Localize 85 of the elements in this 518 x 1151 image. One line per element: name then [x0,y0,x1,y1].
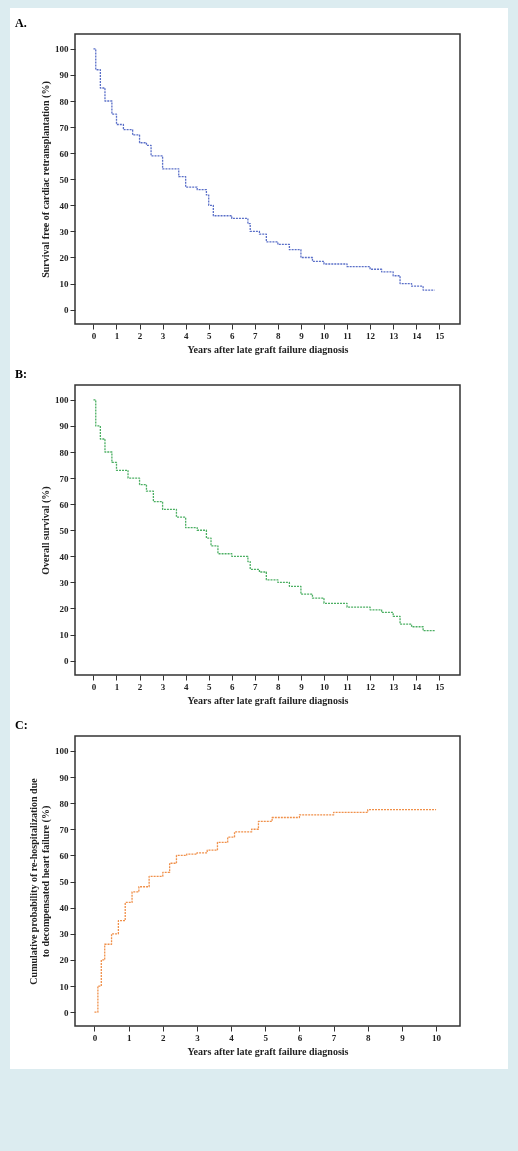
y-axis-title: Overall survival (%) [40,486,52,575]
y-tick-label: 60 [59,499,69,510]
x-tick-label: 15 [435,330,445,341]
x-tick-label: 10 [319,681,330,692]
x-tick-label: 7 [253,681,259,692]
x-tick-label: 15 [435,681,445,692]
y-axis-title: Cumulative probability of re-hospitalization due to decompensated heart failure (%) [28,777,52,985]
y-tick-label: 100 [55,746,69,757]
y-tick-label: 0 [64,656,69,667]
x-tick-label: 11 [343,330,353,341]
x-tick-label: 4 [183,330,189,341]
x-tick-label: 9 [400,1032,406,1043]
x-tick-label: 4 [229,1032,235,1043]
y-tick-label: 50 [59,877,69,888]
y-tick-label: 30 [59,929,69,940]
x-tick-label: 13 [389,330,399,341]
y-tick-label: 40 [59,551,69,562]
y-tick-label: 70 [59,122,69,133]
y-tick-label: 60 [59,850,69,861]
x-tick-label: 12 [366,330,376,341]
y-tick-label: 80 [59,798,69,809]
x-tick-label: 14 [412,330,422,341]
y-axis-title: Survival free of cardiac retransplantation (%) [40,81,52,278]
x-tick-label: 0 [91,330,97,341]
x-tick-label: 0 [91,681,97,692]
y-tick-label: 90 [59,421,69,432]
y-tick-label: 80 [59,96,69,107]
x-tick-label: 11 [343,681,353,692]
x-tick-label: 12 [366,681,376,692]
y-tick-label: 100 [55,395,69,406]
x-tick-label: 5 [206,330,212,341]
x-tick-label: 14 [412,681,422,692]
x-tick-label: 3 [160,681,166,692]
y-tick-label: 0 [64,1007,69,1018]
x-tick-label: 6 [230,681,236,692]
x-tick-label: 8 [276,681,282,692]
y-tick-label: 100 [55,44,69,55]
x-tick-label: 2 [137,681,143,692]
y-tick-label: 20 [59,955,69,966]
y-tick-label: 40 [59,903,69,914]
x-axis-title: Years after late graft failure diagnosis [187,1045,349,1057]
y-tick-label: 90 [59,70,69,81]
y-tick-label: 30 [59,577,69,588]
y-tick-label: 20 [59,604,69,614]
x-tick-label: 5 [206,681,212,692]
y-tick-label: 10 [59,630,69,641]
y-tick-label: 10 [59,981,69,992]
x-tick-label: 10 [319,330,330,341]
x-tick-label: 4 [183,681,189,692]
x-tick-label: 3 [195,1032,201,1043]
x-tick-label: 0 [92,1032,98,1043]
y-tick-label: 60 [59,148,69,159]
y-tick-label: 80 [59,447,69,458]
x-tick-label: 1 [114,681,120,692]
x-tick-label: 5 [263,1032,269,1043]
x-tick-label: 1 [114,330,120,341]
x-tick-label: 8 [366,1032,372,1043]
chart-title: B: [15,367,27,381]
x-tick-label: 2 [161,1032,167,1043]
y-tick-label: 20 [59,253,69,263]
chart-title: C: [15,718,28,732]
x-tick-label: 1 [126,1032,132,1043]
y-tick-label: 50 [59,174,69,185]
y-tick-label: 10 [59,279,69,290]
x-tick-label: 7 [253,330,259,341]
x-tick-label: 2 [137,330,143,341]
y-tick-label: 0 [64,305,69,316]
chart-title: A. [15,16,27,30]
y-tick-label: 90 [59,772,69,783]
x-axis-title: Years after late graft failure diagnosis [187,694,349,706]
x-tick-label: 9 [299,330,305,341]
x-tick-label: 13 [389,681,399,692]
x-tick-label: 10 [432,1032,442,1043]
x-tick-label: 6 [297,1032,303,1043]
y-tick-label: 40 [59,200,69,211]
x-tick-label: 6 [230,330,236,341]
y-tick-label: 30 [59,226,69,237]
y-tick-label: 70 [59,473,69,484]
y-tick-label: 50 [59,525,69,536]
x-tick-label: 7 [331,1032,337,1043]
x-tick-label: 3 [160,330,166,341]
x-axis-title: Years after late graft failure diagnosis [187,343,349,355]
x-tick-label: 9 [299,681,305,692]
y-tick-label: 70 [59,824,69,835]
x-tick-label: 8 [276,330,282,341]
